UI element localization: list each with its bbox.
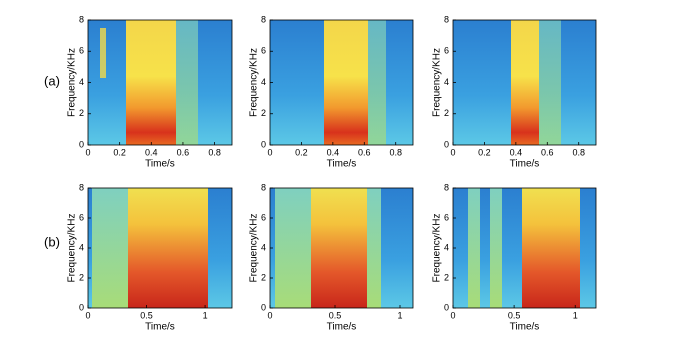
spectrogram-region bbox=[522, 188, 580, 308]
spectrogram-region bbox=[368, 20, 386, 145]
y-tick-label: 2 bbox=[444, 272, 449, 282]
y-axis-label: Frequency/KHz bbox=[432, 214, 443, 283]
x-axis-label: Time/s bbox=[327, 322, 357, 333]
y-tick-label: 4 bbox=[79, 242, 84, 252]
y-tick-label: 0 bbox=[444, 302, 449, 312]
y-tick-label: 8 bbox=[261, 182, 266, 192]
spectrogram-region bbox=[128, 188, 208, 308]
x-tick-label: 0.2 bbox=[478, 147, 491, 157]
y-tick-label: 4 bbox=[79, 77, 84, 87]
x-tick-label: 1 bbox=[573, 310, 578, 320]
spectrogram-region bbox=[490, 188, 502, 308]
y-tick-label: 6 bbox=[261, 212, 266, 222]
y-tick-label: 8 bbox=[79, 182, 84, 192]
y-axis-label: Frequency/KHz bbox=[432, 48, 443, 117]
x-tick-label: 0.6 bbox=[541, 147, 554, 157]
x-tick-label: 0 bbox=[85, 310, 90, 320]
x-tick-label: 0 bbox=[450, 147, 455, 157]
y-tick-label: 8 bbox=[79, 14, 84, 24]
spectrogram-region bbox=[539, 20, 561, 145]
y-axis-label: Frequency/KHz bbox=[67, 214, 78, 283]
x-tick-label: 1 bbox=[397, 310, 402, 320]
y-tick-label: 2 bbox=[79, 272, 84, 282]
spectrogram-region bbox=[468, 188, 480, 308]
row-label: (b) bbox=[44, 234, 60, 249]
spectrogram-region bbox=[511, 20, 539, 145]
x-axis-label: Time/s bbox=[145, 159, 175, 170]
y-tick-label: 6 bbox=[79, 212, 84, 222]
y-tick-label: 6 bbox=[444, 212, 449, 222]
spectrogram-region bbox=[324, 20, 368, 145]
x-tick-label: 0.5 bbox=[140, 310, 153, 320]
y-tick-label: 0 bbox=[261, 139, 266, 149]
y-tick-label: 6 bbox=[444, 46, 449, 56]
x-tick-label: 0 bbox=[85, 147, 90, 157]
x-tick-label: 0.4 bbox=[510, 147, 523, 157]
x-axis-label: Time/s bbox=[510, 159, 540, 170]
x-axis-label: Time/s bbox=[145, 322, 175, 333]
y-tick-label: 0 bbox=[79, 302, 84, 312]
x-tick-label: 0 bbox=[450, 310, 455, 320]
y-tick-label: 0 bbox=[261, 302, 266, 312]
x-tick-label: 1 bbox=[203, 310, 208, 320]
spectrogram-region bbox=[176, 20, 198, 145]
y-tick-label: 4 bbox=[444, 242, 449, 252]
x-tick-label: 0 bbox=[267, 310, 272, 320]
y-tick-label: 8 bbox=[444, 14, 449, 24]
y-axis-label: Frequency/KHz bbox=[249, 48, 260, 117]
y-tick-label: 4 bbox=[261, 77, 266, 87]
y-tick-label: 6 bbox=[79, 46, 84, 56]
x-tick-label: 0.4 bbox=[145, 147, 158, 157]
spectrogram-region bbox=[100, 28, 106, 78]
x-tick-label: 0.8 bbox=[208, 147, 221, 157]
x-tick-label: 0.2 bbox=[113, 147, 126, 157]
y-tick-label: 8 bbox=[444, 182, 449, 192]
y-tick-label: 8 bbox=[261, 14, 266, 24]
spectrogram-region bbox=[275, 188, 311, 308]
x-tick-label: 0.2 bbox=[295, 147, 308, 157]
x-tick-label: 0.6 bbox=[177, 147, 190, 157]
y-axis-label: Frequency/KHz bbox=[67, 48, 78, 117]
x-tick-label: 0.4 bbox=[327, 147, 340, 157]
y-tick-label: 4 bbox=[444, 77, 449, 87]
y-tick-label: 2 bbox=[261, 272, 266, 282]
x-tick-label: 0.8 bbox=[572, 147, 585, 157]
x-tick-label: 0.6 bbox=[358, 147, 371, 157]
y-tick-label: 2 bbox=[444, 108, 449, 118]
spectrogram-region bbox=[126, 20, 176, 145]
row-label: (a) bbox=[44, 73, 60, 88]
x-axis-label: Time/s bbox=[510, 322, 540, 333]
spectrogram-images bbox=[88, 20, 596, 308]
y-tick-label: 2 bbox=[79, 108, 84, 118]
y-tick-label: 0 bbox=[79, 139, 84, 149]
y-tick-label: 0 bbox=[444, 139, 449, 149]
x-axis-label: Time/s bbox=[327, 159, 357, 170]
y-tick-label: 2 bbox=[261, 108, 266, 118]
spectrogram-region bbox=[367, 188, 381, 308]
x-tick-label: 0.5 bbox=[508, 310, 521, 320]
y-tick-label: 6 bbox=[261, 46, 266, 56]
y-axis-label: Frequency/KHz bbox=[249, 214, 260, 283]
y-tick-label: 4 bbox=[261, 242, 266, 252]
x-tick-label: 0.5 bbox=[329, 310, 342, 320]
spectrogram-region bbox=[311, 188, 367, 308]
spectrogram-region bbox=[92, 188, 128, 308]
x-tick-label: 0 bbox=[267, 147, 272, 157]
x-tick-label: 0.8 bbox=[389, 147, 402, 157]
